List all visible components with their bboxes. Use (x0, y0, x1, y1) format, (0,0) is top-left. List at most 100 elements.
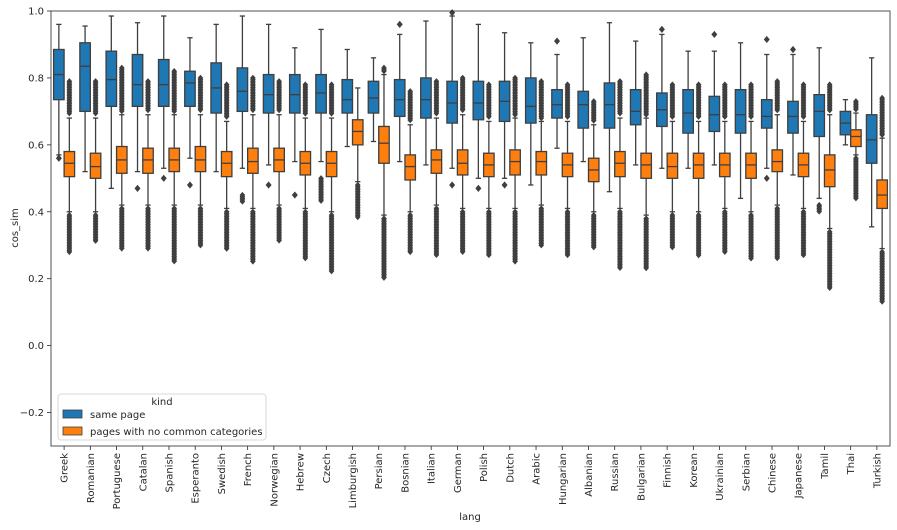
box-korean-no-common-categories (692, 81, 705, 259)
x-tick-label-bosnian: Bosnian (400, 453, 411, 493)
outlier-markers-low (145, 245, 151, 252)
outlier-markers-high (381, 67, 387, 75)
outlier-marker (55, 154, 62, 162)
iqr-box (420, 77, 432, 119)
box-arabic-same-page (524, 42, 537, 186)
iqr-box (692, 152, 705, 179)
outlier-markers-low (328, 267, 335, 275)
box-czech-same-page (315, 28, 327, 204)
box-italian-no-common-categories (430, 78, 443, 259)
box-dutch-no-common-categories (509, 74, 521, 265)
outlier-markers-low (512, 258, 518, 265)
iqr-box (745, 152, 757, 179)
box-spanish-no-common-categories (168, 68, 181, 265)
x-tick-label-limburgish: Limburgish (348, 453, 359, 508)
outlier-markers-low (617, 264, 623, 271)
iqr-box (876, 179, 889, 210)
box-tamil-no-common-categories (823, 81, 836, 292)
box-persian-same-page (367, 57, 380, 143)
box-serbian-same-page (734, 42, 747, 200)
box-albanian-same-page (577, 37, 590, 163)
outlier-markers-high (879, 131, 885, 138)
x-tick-label-catalan: Catalan (138, 453, 149, 491)
x-tick-label-serbian: Serbian (741, 453, 752, 491)
outlier-marker (763, 174, 770, 182)
box-dutch-same-page (498, 32, 511, 189)
outlier-markers-low (239, 198, 246, 205)
iqr-box (367, 80, 380, 114)
box-greek-same-page (52, 23, 65, 162)
box-french-same-page (236, 15, 249, 205)
outlier-markers-high (92, 110, 99, 117)
outlier-marker (396, 20, 403, 28)
x-tick-label-norwegian: Norwegian (269, 453, 280, 507)
box-limburgish-no-common-categories (351, 87, 364, 221)
iqr-box (640, 152, 653, 179)
iqr-box (551, 88, 563, 119)
outlier-markers-high (774, 106, 781, 114)
outlier-markers-high (145, 106, 151, 114)
box-swedish-no-common-categories (220, 81, 233, 252)
outlier-markers-low (66, 248, 73, 256)
box-romanian-no-common-categories (89, 78, 102, 244)
x-tick-label-hungarian: Hungarian (558, 453, 569, 505)
legend-frame (57, 393, 267, 441)
iqr-box (246, 147, 259, 174)
iqr-box (157, 58, 170, 108)
iqr-box (404, 154, 417, 181)
iqr-box (63, 150, 76, 178)
outlier-marker (501, 181, 508, 189)
iqr-box (89, 152, 102, 179)
outlier-markers-low (538, 242, 545, 249)
box-romanian-same-page (79, 25, 91, 173)
iqr-box (524, 77, 537, 124)
iqr-box (813, 94, 826, 138)
outlier-markers-low (590, 243, 597, 251)
box-limburgish-same-page (341, 48, 354, 148)
outlier-markers-high (538, 114, 545, 122)
box-arabic-no-common-categories (535, 78, 548, 249)
outlier-markers-high (564, 113, 571, 120)
outlier-markers-high (171, 108, 178, 115)
box-hebrew-no-common-categories (299, 81, 312, 262)
iqr-box (194, 145, 207, 173)
box-bulgarian-same-page (629, 40, 642, 166)
outlier-markers-high (328, 110, 335, 117)
box-finnish-no-common-categories (666, 81, 679, 251)
outlier-markers-low (118, 245, 125, 252)
y-tick-label: 0.2 (28, 274, 44, 285)
outlier-markers-high (407, 116, 413, 124)
box-korean-same-page (682, 50, 695, 169)
x-tick-label-bulgarian: Bulgarian (636, 453, 647, 501)
box-esperanto-same-page (184, 37, 196, 189)
outlier-markers-low (800, 251, 807, 259)
box-albanian-no-common-categories (587, 98, 600, 251)
box-russian-same-page (603, 22, 616, 193)
box-esperanto-no-common-categories (194, 74, 207, 249)
x-tick-label-portuguese: Portuguese (112, 453, 123, 509)
x-tick-label-persian: Persian (374, 453, 385, 489)
legend-label-no-common-categories: pages with no common categories (90, 427, 263, 438)
box-polish-no-common-categories (482, 81, 495, 259)
iqr-box (341, 78, 354, 114)
iqr-box (378, 125, 390, 164)
outlier-markers-low (433, 251, 440, 259)
legend-title: kind (151, 397, 172, 408)
y-axis: −0.2 0.0 0.2 0.4 0.6 0.8 1.0 (20, 7, 51, 419)
box-bosnian-same-page (393, 20, 406, 163)
outlier-markers-high (223, 113, 230, 120)
outlier-markers-low (92, 237, 99, 244)
iqr-box (603, 82, 616, 129)
box-thai-same-page (839, 99, 852, 146)
box-chinese-same-page (760, 35, 773, 182)
outlier-markers-low (223, 245, 230, 252)
box-turkish-same-page (865, 57, 878, 228)
x-tick-label-turkish: Turkish (872, 453, 883, 489)
iqr-box (823, 154, 836, 188)
box-norwegian-no-common-categories (273, 78, 285, 244)
outlier-marker (265, 181, 272, 189)
plot-frame (50, 10, 891, 447)
outlier-markers-high (486, 113, 492, 120)
iqr-box (666, 152, 679, 179)
